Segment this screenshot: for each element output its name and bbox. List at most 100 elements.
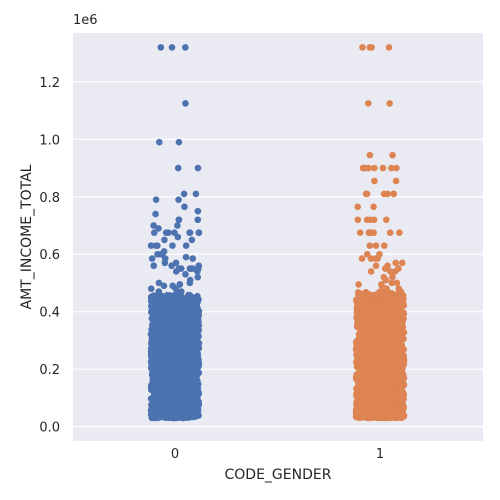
data-point bbox=[182, 345, 189, 353]
data-point bbox=[354, 391, 362, 399]
data-point bbox=[398, 259, 406, 267]
x-tick-label: 1 bbox=[376, 447, 384, 462]
data-point bbox=[178, 298, 186, 305]
data-point bbox=[193, 365, 201, 372]
data-point bbox=[176, 405, 183, 412]
data-point bbox=[363, 290, 370, 297]
data-point bbox=[186, 311, 194, 319]
data-point bbox=[396, 229, 403, 236]
data-point bbox=[161, 339, 169, 347]
data-point bbox=[157, 250, 165, 258]
data-point bbox=[359, 320, 366, 327]
data-point bbox=[399, 370, 407, 378]
data-point bbox=[371, 300, 379, 308]
data-point bbox=[374, 255, 381, 262]
data-point bbox=[192, 190, 200, 198]
data-point bbox=[370, 203, 377, 211]
data-point bbox=[155, 279, 163, 287]
data-point bbox=[388, 319, 396, 327]
data-point bbox=[154, 242, 161, 249]
data-point bbox=[181, 203, 188, 211]
data-point bbox=[195, 359, 202, 367]
data-point bbox=[355, 281, 362, 288]
data-point bbox=[389, 310, 396, 317]
data-point bbox=[393, 279, 401, 287]
data-point bbox=[358, 364, 366, 371]
data-point bbox=[186, 327, 193, 335]
data-point bbox=[353, 358, 360, 366]
data-point bbox=[155, 355, 163, 362]
data-point bbox=[354, 203, 362, 211]
data-point bbox=[363, 310, 370, 317]
data-point bbox=[189, 255, 197, 262]
data-point bbox=[354, 216, 362, 224]
data-point bbox=[155, 288, 163, 295]
data-point bbox=[361, 348, 368, 356]
data-point bbox=[155, 346, 162, 354]
data-point bbox=[162, 297, 170, 304]
data-point bbox=[177, 265, 185, 272]
data-point bbox=[359, 297, 367, 305]
data-point bbox=[182, 100, 189, 107]
data-point bbox=[169, 348, 176, 355]
y-tick-label: 0.4 bbox=[39, 306, 60, 321]
data-point bbox=[194, 273, 202, 281]
data-point bbox=[387, 335, 394, 343]
data-point bbox=[392, 259, 399, 267]
data-point bbox=[362, 190, 370, 198]
data-point bbox=[186, 365, 194, 372]
data-point bbox=[363, 216, 371, 224]
data-point bbox=[194, 353, 201, 361]
data-point bbox=[189, 349, 197, 357]
data-point bbox=[354, 338, 361, 346]
data-point bbox=[175, 216, 183, 224]
data-point bbox=[367, 229, 375, 236]
data-point bbox=[366, 242, 374, 249]
data-point bbox=[156, 374, 164, 381]
data-point bbox=[175, 138, 183, 146]
data-point bbox=[395, 348, 403, 356]
data-point bbox=[376, 332, 383, 339]
data-point bbox=[194, 207, 202, 215]
data-point bbox=[383, 390, 391, 398]
data-point bbox=[357, 326, 364, 334]
data-point bbox=[386, 371, 394, 378]
data-point bbox=[186, 279, 194, 287]
data-point bbox=[383, 285, 390, 293]
series-1 bbox=[352, 44, 408, 422]
data-point bbox=[149, 366, 157, 374]
data-point bbox=[376, 288, 384, 296]
data-point bbox=[372, 356, 380, 363]
data-point bbox=[396, 322, 403, 329]
data-point bbox=[360, 400, 367, 408]
y-axis-label: AMT_INCOME_TOTAL bbox=[19, 164, 35, 309]
data-point bbox=[386, 229, 394, 236]
data-point bbox=[175, 368, 183, 376]
data-point bbox=[390, 190, 397, 198]
data-point bbox=[372, 242, 380, 249]
data-point bbox=[179, 357, 187, 365]
data-point bbox=[384, 363, 391, 371]
data-point bbox=[367, 356, 375, 363]
data-point bbox=[152, 196, 160, 203]
data-point bbox=[159, 314, 166, 322]
data-point bbox=[379, 164, 387, 172]
data-point bbox=[160, 347, 168, 355]
data-point bbox=[170, 338, 177, 346]
data-point bbox=[378, 312, 386, 320]
data-point bbox=[368, 397, 376, 405]
data-point bbox=[381, 299, 389, 307]
data-point bbox=[187, 265, 195, 272]
data-point bbox=[148, 255, 156, 262]
data-point bbox=[377, 411, 385, 418]
data-point bbox=[370, 330, 378, 338]
data-point bbox=[173, 307, 180, 315]
data-point bbox=[384, 190, 391, 198]
data-point bbox=[194, 268, 201, 275]
data-points bbox=[147, 44, 408, 422]
data-point bbox=[383, 216, 390, 224]
data-point bbox=[176, 281, 184, 288]
data-point bbox=[388, 297, 396, 305]
data-point bbox=[153, 301, 161, 308]
data-point bbox=[155, 225, 162, 232]
